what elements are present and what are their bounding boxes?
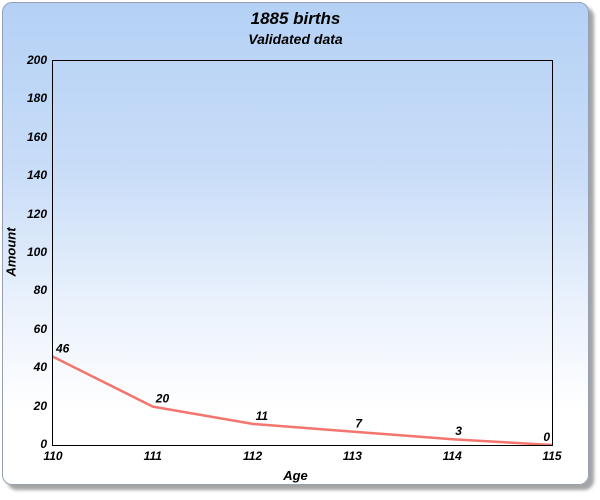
chart-subtitle: Validated data	[248, 31, 343, 47]
plot-area: 46 20 11 7 3 0	[52, 60, 553, 446]
point-label: 0	[543, 430, 550, 444]
y-tick-label: 160	[26, 129, 47, 144]
point-label: 20	[155, 392, 170, 406]
y-tick-label: 0	[40, 437, 47, 451]
point-label: 11	[256, 409, 269, 423]
y-tick-label: 80	[33, 283, 47, 298]
x-tick-label: 110	[43, 449, 63, 463]
x-tick-label: 115	[542, 449, 562, 463]
chart-title: 1885 births	[250, 9, 341, 28]
line-chart-canvas: 46 20 11 7 3 0	[53, 342, 552, 445]
point-label: 7	[355, 417, 363, 431]
y-tick-label: 140	[26, 168, 47, 183]
y-tick-label: 100	[26, 245, 47, 259]
point-label: 3	[455, 424, 462, 438]
x-axis-label: Age	[283, 468, 308, 483]
data-line	[53, 355, 552, 445]
y-tick-label: 60	[33, 321, 47, 336]
chart-panel: 1885 births Validated data Amount 46 20 11…	[2, 2, 589, 485]
y-tick-label: 20	[33, 398, 47, 413]
point-label: 46	[55, 342, 70, 356]
x-tick-label: 112	[243, 449, 263, 463]
y-tick-label: 180	[26, 91, 47, 106]
y-tick-label: 120	[26, 206, 47, 221]
x-tick-label: 113	[342, 449, 362, 463]
x-tick-label: 111	[143, 449, 162, 463]
y-tick-label: 200	[26, 53, 47, 67]
x-tick-label: 114	[442, 449, 462, 463]
y-tick-label: 40	[33, 360, 47, 375]
